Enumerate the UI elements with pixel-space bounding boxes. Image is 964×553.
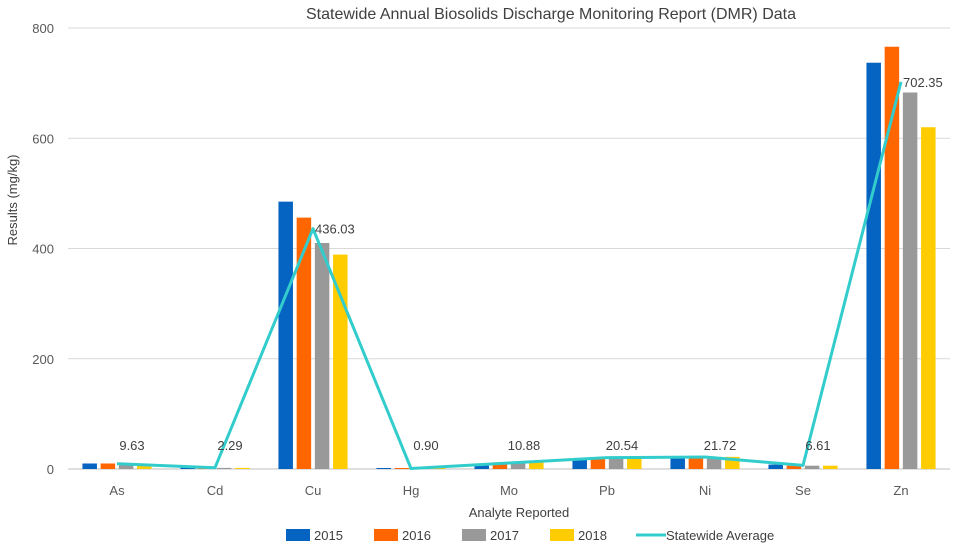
data-label: 0.90 bbox=[413, 438, 438, 453]
bar-2015-As bbox=[82, 463, 97, 469]
x-tick-label: As bbox=[109, 483, 125, 498]
data-label: 702.35 bbox=[903, 75, 943, 90]
bar-2017-Cu bbox=[314, 242, 330, 469]
x-axis-label: Analyte Reported bbox=[469, 505, 569, 520]
bar-2016-Zn bbox=[884, 46, 900, 470]
bar-2018-As bbox=[137, 464, 152, 469]
bar-2016-Pb bbox=[590, 457, 606, 469]
legend-swatch bbox=[286, 529, 310, 541]
bar-2015-Zn bbox=[866, 62, 881, 469]
legend-label: 2016 bbox=[402, 528, 431, 543]
bar-2016-Mo bbox=[492, 462, 508, 469]
bar-2017-Mo bbox=[510, 462, 526, 469]
legend-label: 2017 bbox=[490, 528, 519, 543]
statewide-average-line bbox=[116, 81, 903, 471]
y-tick-label: 0 bbox=[47, 462, 54, 477]
bar-2016-Ni bbox=[688, 457, 704, 469]
y-tick-label: 800 bbox=[32, 21, 54, 36]
x-tick-label: Se bbox=[795, 483, 811, 498]
legend: 2015 2016 2017 2018 Statewide Average bbox=[286, 528, 774, 543]
average-line-group: 9.63 2.29 436.03 0.90 10.88 20.54 21.72 6.61 702… bbox=[116, 75, 943, 471]
x-tick-label: Zn bbox=[893, 483, 908, 498]
x-tick-label: Ni bbox=[699, 483, 711, 498]
chart-title: Statewide Annual Biosolids Discharge Mon… bbox=[306, 6, 796, 23]
bar-2015-Hg bbox=[376, 468, 391, 469]
gridlines bbox=[68, 27, 950, 470]
y-tick-label: 200 bbox=[32, 352, 54, 367]
legend-label: Statewide Average bbox=[666, 528, 774, 543]
bar-2018-Se bbox=[823, 465, 838, 469]
bar-2015-Cu bbox=[278, 201, 293, 470]
legend-swatch bbox=[550, 529, 574, 541]
y-axis-ticks: 0 200 400 600 800 bbox=[32, 21, 54, 477]
bar-2015-Ni bbox=[670, 457, 685, 469]
bar-2017-Pb bbox=[608, 456, 624, 469]
bar-2018-Mo bbox=[529, 462, 544, 469]
bar-2018-Pb bbox=[627, 457, 642, 469]
bar-2015-Cd bbox=[180, 467, 195, 469]
bar-2017-Cd bbox=[216, 467, 232, 469]
data-label: 9.63 bbox=[119, 438, 144, 453]
bars-group bbox=[82, 46, 936, 470]
x-tick-label: Mo bbox=[500, 483, 518, 498]
data-label: 21.72 bbox=[704, 438, 737, 453]
y-tick-label: 400 bbox=[32, 242, 54, 257]
legend-swatch bbox=[462, 529, 486, 541]
bar-2018-Zn bbox=[921, 127, 936, 469]
bar-2017-Se bbox=[804, 465, 820, 469]
y-tick-label: 600 bbox=[32, 131, 54, 146]
data-label: 2.29 bbox=[217, 438, 242, 453]
data-label: 6.61 bbox=[805, 438, 830, 453]
bar-2017-Ni bbox=[706, 456, 722, 469]
bar-2017-As bbox=[118, 464, 134, 469]
bar-2015-Pb bbox=[572, 459, 587, 469]
bar-2016-Hg bbox=[394, 468, 410, 469]
bar-2015-Mo bbox=[474, 464, 489, 469]
data-label: 10.88 bbox=[508, 438, 541, 453]
x-tick-label: Cd bbox=[207, 483, 224, 498]
x-tick-label: Pb bbox=[599, 483, 615, 498]
x-tick-label: Hg bbox=[403, 483, 420, 498]
bar-2018-Hg bbox=[431, 468, 446, 469]
bar-2016-Cu bbox=[296, 217, 312, 469]
bar-2015-Se bbox=[768, 464, 783, 469]
x-axis-ticks: As Cd Cu Hg Mo Pb Ni Se Zn bbox=[109, 483, 908, 498]
legend-label: 2015 bbox=[314, 528, 343, 543]
y-axis-label: Results (mg/kg) bbox=[5, 154, 20, 245]
legend-label: 2018 bbox=[578, 528, 607, 543]
bar-2018-Cd bbox=[235, 467, 250, 469]
bar-2017-Zn bbox=[902, 92, 918, 469]
data-label: 436.03 bbox=[315, 222, 355, 237]
bar-2016-As bbox=[100, 463, 116, 469]
legend-swatch bbox=[374, 529, 398, 541]
data-label: 20.54 bbox=[606, 438, 639, 453]
bar-2016-Se bbox=[786, 465, 802, 469]
x-tick-label: Cu bbox=[305, 483, 322, 498]
